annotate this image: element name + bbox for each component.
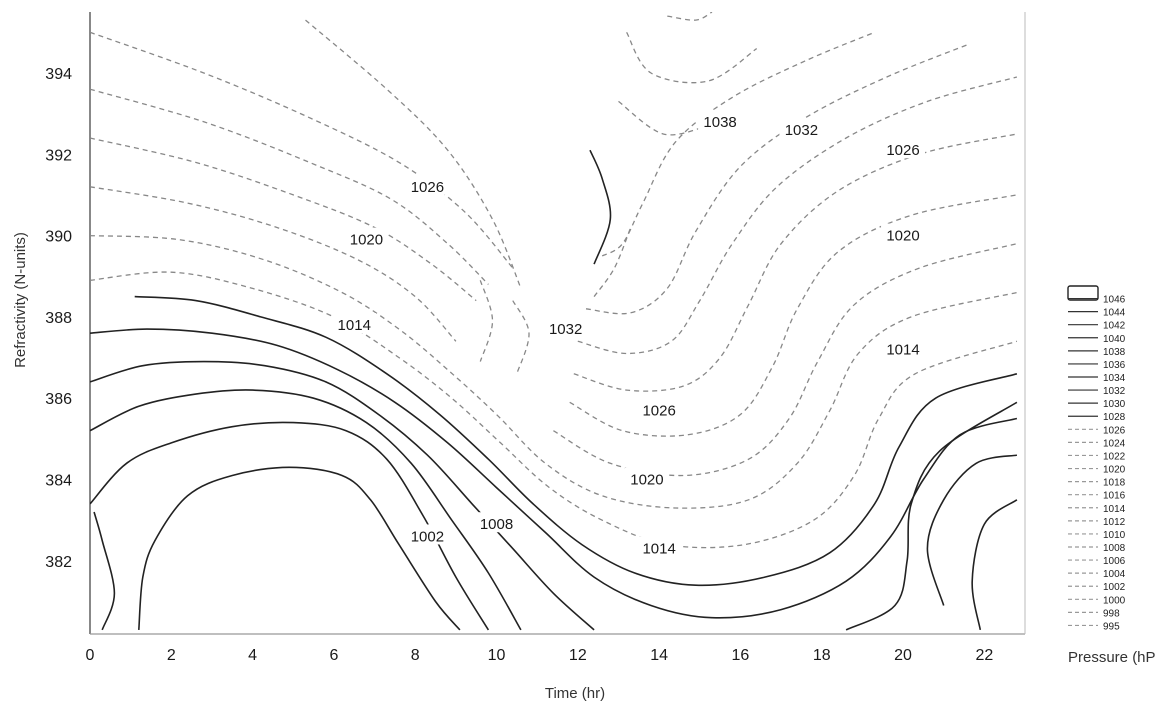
colorbar-title: Pressure (hP <box>1068 649 1156 666</box>
colorbar-level-1046: 1046 <box>1103 295 1126 306</box>
contour-line-1032-22 <box>594 228 631 297</box>
colorbar-level-1012: 1012 <box>1103 517 1126 528</box>
contour-line-1024-15 <box>90 32 513 268</box>
contour-label-13: 1014 <box>886 341 919 358</box>
colorbar-level-1002: 1002 <box>1103 582 1126 593</box>
x-tick-labels: 0 2 4 6 8 10 12 14 16 18 20 22 <box>86 647 994 664</box>
x-tick-label-2: 4 <box>248 647 257 664</box>
y-tick-label-5: 392 <box>45 147 72 164</box>
x-tick-label-5: 10 <box>488 647 506 664</box>
colorbar-legend: 1046 1044 1042 1040 1038 1036 1034 1032 1030 1028… <box>1068 286 1126 632</box>
contour-label-3: 1002 <box>411 528 444 545</box>
contour-line-1036-24 <box>619 101 708 134</box>
contour-line-1018-9 <box>90 187 456 341</box>
contour-line-1026-18 <box>586 45 968 314</box>
contour-label-12: 1020 <box>886 228 919 245</box>
x-tick-label-6: 12 <box>569 647 587 664</box>
colorbar-level-1010: 1010 <box>1103 530 1126 541</box>
x-tick-label-1: 2 <box>167 647 176 664</box>
colorbar-level-1044: 1044 <box>1103 308 1126 319</box>
contour-line-1020-12 <box>570 195 1017 436</box>
x-tick-label-9: 18 <box>813 647 831 664</box>
contour-line-1008-4 <box>90 362 594 630</box>
x-tick-label-10: 20 <box>894 647 912 664</box>
x-tick-label-7: 14 <box>650 647 668 664</box>
contour-label-10: 1032 <box>785 122 818 139</box>
y-axis-label: Refractivity (N-units) <box>12 232 29 368</box>
colorbar-level-998: 998 <box>1103 608 1120 619</box>
colorbar-level-1020: 1020 <box>1103 465 1126 476</box>
contour-labels: 1026 1020 1014 1002 1008 1032 1026 1020 1014 1038… <box>332 110 925 558</box>
contour-label-4: 1008 <box>480 516 513 533</box>
contour-line-1002-1 <box>139 467 460 630</box>
contour-label-1: 1020 <box>350 232 383 249</box>
colorbar-top-box <box>1068 286 1098 300</box>
y-tick-label-1: 384 <box>45 473 72 490</box>
colorbar-level-1022: 1022 <box>1103 451 1126 462</box>
contour-label-7: 1020 <box>630 472 663 489</box>
contour-line-1016-8 <box>90 236 1017 509</box>
y-tick-label-3: 388 <box>45 310 72 327</box>
contour-label-5: 1032 <box>549 321 582 338</box>
colorbar-level-1032: 1032 <box>1103 386 1126 397</box>
contour-line-1026-17 <box>306 20 521 288</box>
y-tick-label-6: 394 <box>45 66 72 83</box>
colorbar-level-1034: 1034 <box>1103 373 1126 384</box>
colorbar-level-1042: 1042 <box>1103 321 1126 332</box>
y-tick-labels: 382 384 386 388 390 392 394 <box>45 66 72 571</box>
contour-line-1028-20 <box>513 301 529 374</box>
contour-line-1006-3 <box>90 390 521 630</box>
colorbar-level-1018: 1018 <box>1103 478 1126 489</box>
contour-line-1028-19 <box>480 280 492 361</box>
colorbar-level-995: 995 <box>1103 621 1120 632</box>
contour-label-6: 1026 <box>642 402 675 419</box>
x-tick-label-0: 0 <box>86 647 95 664</box>
colorbar-level-1038: 1038 <box>1103 347 1126 358</box>
y-tick-label-4: 390 <box>45 229 72 246</box>
contour-line-1018-10 <box>553 244 1017 476</box>
colorbar-level-1024: 1024 <box>1103 438 1126 449</box>
colorbar-level-1000: 1000 <box>1103 595 1126 606</box>
contour-label-11: 1026 <box>886 142 919 159</box>
x-tick-label-8: 16 <box>732 647 750 664</box>
x-tick-label-3: 6 <box>329 647 338 664</box>
colorbar-level-1040: 1040 <box>1103 334 1126 345</box>
contour-line-1000-0 <box>94 512 114 630</box>
contour-label-0: 1026 <box>411 179 444 196</box>
colorbar-level-1036: 1036 <box>1103 360 1126 371</box>
contour-line-1038-25 <box>627 32 757 82</box>
colorbar-level-1026: 1026 <box>1103 425 1126 436</box>
contour-label-9: 1038 <box>703 114 736 131</box>
x-tick-label-4: 8 <box>411 647 420 664</box>
contour-label-8: 1014 <box>642 541 675 558</box>
colorbar-level-1014: 1014 <box>1103 504 1126 515</box>
colorbar-level-1016: 1016 <box>1103 491 1126 502</box>
colorbar-level-1008: 1008 <box>1103 543 1126 554</box>
contour-line-1014-7 <box>90 272 1017 548</box>
contour-line-1010-5 <box>90 329 1017 618</box>
colorbar-level-1004: 1004 <box>1103 569 1126 580</box>
contour-line-1034-23 <box>590 150 611 264</box>
colorbar-level-1006: 1006 <box>1103 556 1126 567</box>
contour-line-1040-26 <box>667 12 712 20</box>
y-tick-label-2: 386 <box>45 391 72 408</box>
colorbar-level-1028: 1028 <box>1103 412 1126 423</box>
x-axis-label: Time (hr) <box>545 685 605 702</box>
contour-label-2: 1014 <box>338 317 371 334</box>
colorbar-level-1030: 1030 <box>1103 399 1126 410</box>
contour-line-1020-11 <box>90 138 476 301</box>
x-tick-label-11: 22 <box>975 647 993 664</box>
contour-line-1004-28 <box>972 500 1017 630</box>
y-tick-label-0: 382 <box>45 554 72 571</box>
